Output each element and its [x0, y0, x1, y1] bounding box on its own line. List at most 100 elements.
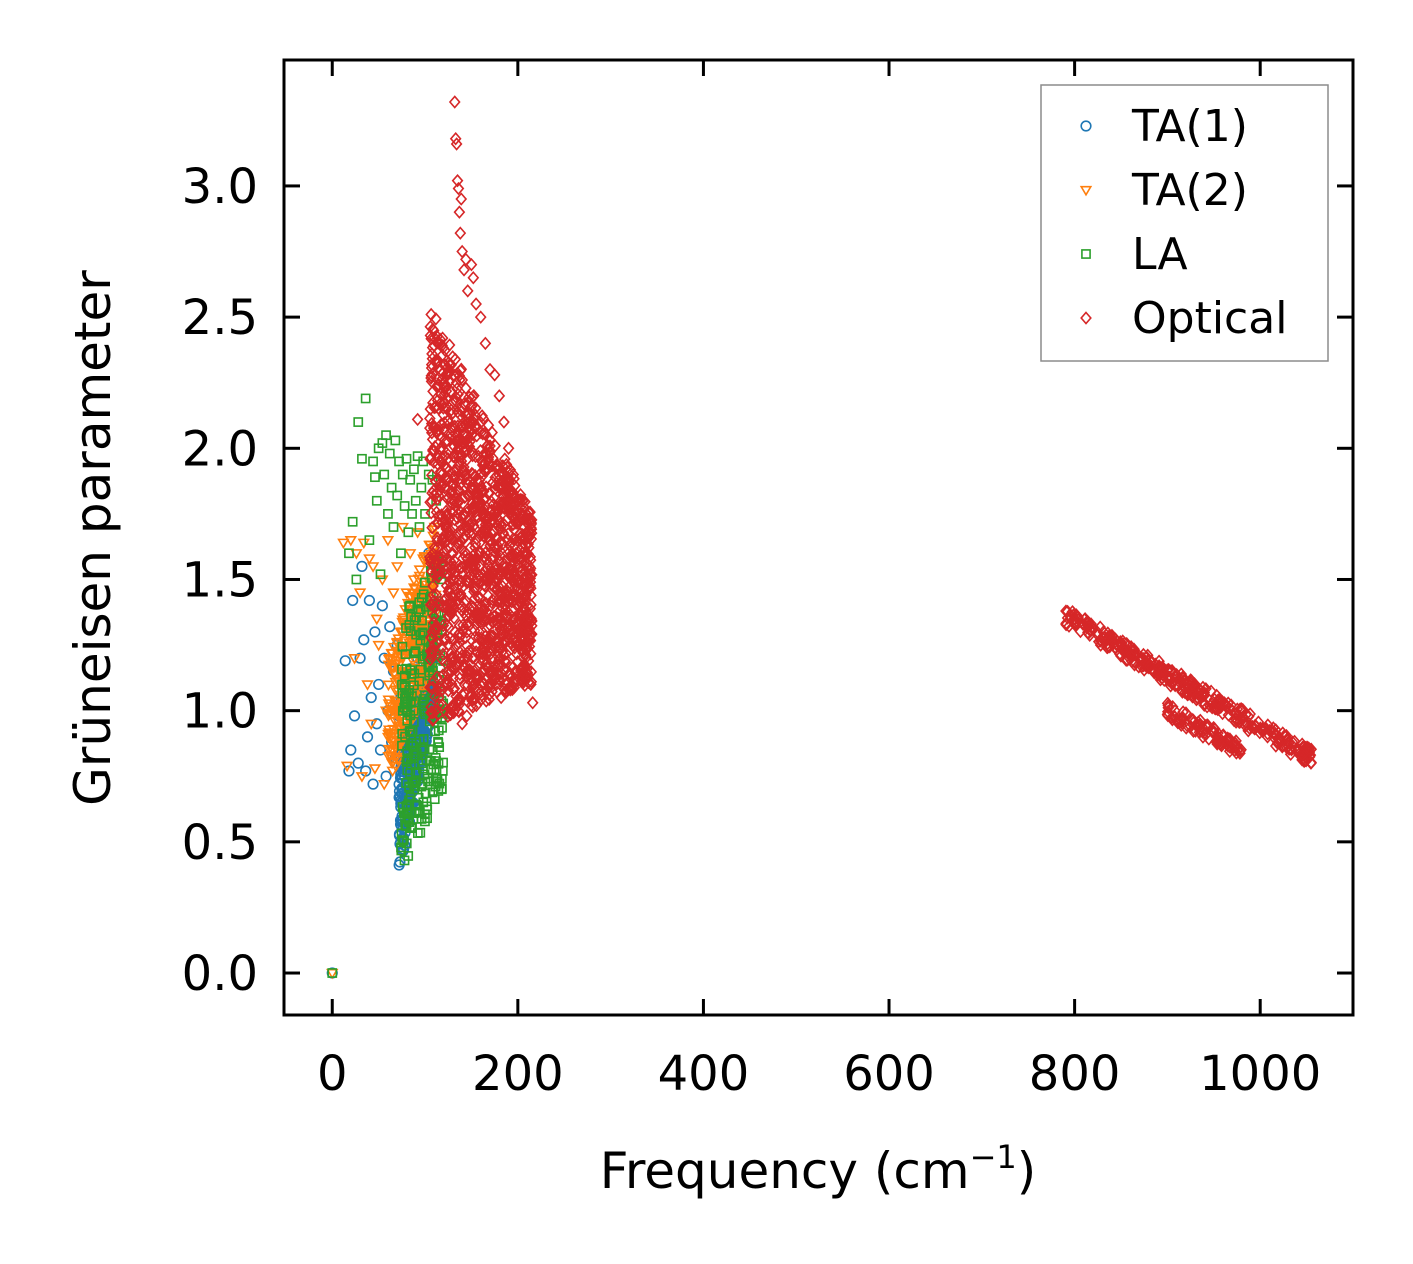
- data-point: [516, 539, 529, 553]
- data-point: [399, 855, 410, 866]
- data-point: [416, 758, 427, 769]
- data-point: [469, 559, 482, 573]
- data-point: [462, 570, 475, 585]
- data-point: [459, 489, 472, 504]
- data-point: [1242, 724, 1255, 738]
- data-point: [1194, 690, 1207, 705]
- data-point: [405, 600, 415, 611]
- data-point: [411, 412, 424, 427]
- legend-label: LA: [1132, 229, 1188, 280]
- y-tick-label: 1.5: [182, 552, 258, 608]
- data-point: [514, 527, 527, 541]
- data-point: [1069, 618, 1081, 632]
- data-point: [1061, 604, 1074, 619]
- data-point: [397, 740, 407, 751]
- data-point: [421, 801, 432, 812]
- data-point: [426, 347, 438, 361]
- data-point: [327, 968, 338, 978]
- y-tick-label: 0.0: [182, 946, 258, 1002]
- data-point: [388, 668, 401, 680]
- data-point: [1175, 684, 1188, 698]
- data-point: [442, 524, 455, 539]
- data-point: [384, 448, 395, 459]
- data-point: [455, 192, 468, 206]
- data-point: [511, 494, 524, 508]
- legend-item: Optical: [1080, 293, 1287, 344]
- data-point: [1173, 671, 1186, 686]
- legend-item: TA(2): [1079, 165, 1248, 216]
- data-point: [409, 464, 419, 475]
- data-point: [370, 614, 383, 626]
- data-point: [496, 635, 509, 649]
- data-point: [425, 506, 438, 520]
- data-point: [521, 570, 534, 584]
- data-point: [426, 644, 439, 658]
- data-point: [483, 486, 495, 501]
- data-point: [472, 569, 484, 583]
- data-point: [424, 644, 437, 658]
- data-point: [472, 548, 484, 563]
- data-point: [344, 535, 358, 547]
- data-point: [366, 562, 380, 573]
- data-point: [427, 600, 440, 614]
- data-point: [438, 416, 451, 430]
- data-point: [502, 441, 515, 456]
- data-point: [525, 675, 538, 689]
- data-point: [501, 496, 514, 511]
- data-point: [1067, 608, 1080, 622]
- data-point: [473, 473, 486, 487]
- data-point: [1263, 723, 1276, 738]
- data-point: [411, 528, 424, 539]
- data-point: [355, 772, 369, 783]
- data-point: [493, 389, 506, 403]
- data-point: [436, 545, 449, 560]
- data-point: [378, 779, 391, 791]
- data-point: [1140, 651, 1152, 665]
- data-point: [484, 629, 497, 644]
- data-point: [485, 610, 497, 625]
- data-point: [425, 374, 438, 389]
- data-point: [1178, 679, 1190, 694]
- data-point: [517, 494, 529, 508]
- data-point: [448, 470, 461, 484]
- data-point: [415, 664, 426, 675]
- data-point: [476, 409, 488, 423]
- data-point: [403, 527, 414, 538]
- data-point: [432, 516, 445, 530]
- data-point: [426, 367, 439, 381]
- data-point: [403, 688, 414, 698]
- data-point: [449, 486, 461, 500]
- data-point: [481, 661, 494, 676]
- data-point: [424, 550, 436, 564]
- data-point: [405, 626, 416, 636]
- data-point: [494, 617, 507, 631]
- data-point: [432, 509, 445, 524]
- data-point: [449, 131, 462, 146]
- data-point: [367, 778, 379, 790]
- data-point: [407, 575, 421, 586]
- data-point: [432, 377, 445, 392]
- data-point: [467, 527, 480, 541]
- data-point: [1094, 638, 1107, 652]
- data-point: [444, 647, 457, 661]
- data-point: [434, 466, 447, 480]
- y-tick-label: 2.5: [182, 290, 258, 346]
- data-point: [499, 588, 512, 603]
- data-point: [404, 549, 417, 560]
- data-point: [434, 464, 447, 479]
- data-point: [363, 594, 375, 607]
- data-point: [401, 689, 412, 699]
- data-point: [480, 648, 493, 662]
- data-point: [479, 546, 492, 560]
- data-point: [451, 448, 463, 463]
- data-point: [423, 411, 436, 426]
- data-point: [470, 429, 483, 443]
- data-point: [1186, 712, 1198, 727]
- data-point: [465, 554, 478, 569]
- data-point: [518, 678, 531, 693]
- data-point: [453, 561, 466, 575]
- data-point: [1152, 662, 1165, 676]
- data-point: [493, 652, 506, 666]
- data-point: [340, 761, 354, 773]
- data-point: [1128, 642, 1140, 657]
